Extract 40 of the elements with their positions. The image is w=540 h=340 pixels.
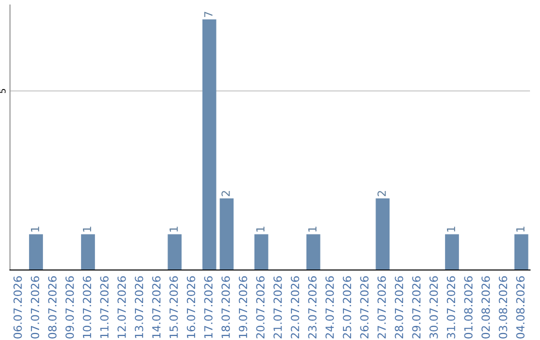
x-tick-label: 08.07.2026 <box>48 276 57 338</box>
x-tick-label: 03.08.2026 <box>498 276 508 338</box>
x-tick-label: 25.07.2026 <box>342 276 352 338</box>
x-tick-label: 23.07.2026 <box>308 276 317 338</box>
x-tick-label: 19.07.2026 <box>238 276 248 338</box>
x-tick-label: 17.07.2026 <box>204 276 213 338</box>
x-tick-label: 22.07.2026 <box>290 276 300 338</box>
data-label: 7 <box>204 12 212 18</box>
x-tick-label: 04.08.2026 <box>516 276 525 338</box>
data-label: 1 <box>256 226 264 232</box>
x-tick-label: 12.07.2026 <box>117 276 126 338</box>
data-label: 1 <box>170 226 178 232</box>
x-tick-label: 20.07.2026 <box>256 276 265 338</box>
x-tick-label: 06.07.2026 <box>13 276 22 338</box>
data-label: 2 <box>221 191 230 196</box>
x-tick-label: 18.07.2026 <box>221 276 230 338</box>
x-tick-label: 16.07.2026 <box>186 276 196 338</box>
x-tick-label: 02.08.2026 <box>481 276 490 338</box>
x-tick-label: 01.08.2026 <box>464 276 473 338</box>
x-tick-label: 09.07.2026 <box>65 276 74 338</box>
x-tick-label: 07.07.2026 <box>30 276 40 338</box>
x-tick-label: 15.07.2026 <box>169 276 178 338</box>
x-tick-label: 11.07.2026 <box>100 276 109 338</box>
x-tick-label: 14.07.2026 <box>152 276 161 338</box>
data-label: 1 <box>82 226 92 232</box>
x-tick-label: 30.07.2026 <box>429 276 438 338</box>
x-tick-label: 27.07.2026 <box>377 276 386 338</box>
x-tick-label: 21.07.2026 <box>273 276 282 338</box>
x-tick-label: 26.07.2026 <box>360 276 369 338</box>
x-tick-label: 29.07.2026 <box>412 276 421 338</box>
data-label: 1 <box>30 226 40 232</box>
data-label: 1 <box>516 226 524 232</box>
x-tick-label: 28.07.2026 <box>394 276 404 338</box>
data-label: 2 <box>377 191 386 196</box>
x-tick-label: 24.07.2026 <box>325 276 334 338</box>
x-tick-label: 13.07.2026 <box>134 276 144 338</box>
x-tick-label: 10.07.2026 <box>82 276 92 338</box>
data-label: 1 <box>446 226 456 232</box>
data-label: 1 <box>308 226 316 232</box>
x-tick-label: 31.07.2026 <box>446 276 456 338</box>
